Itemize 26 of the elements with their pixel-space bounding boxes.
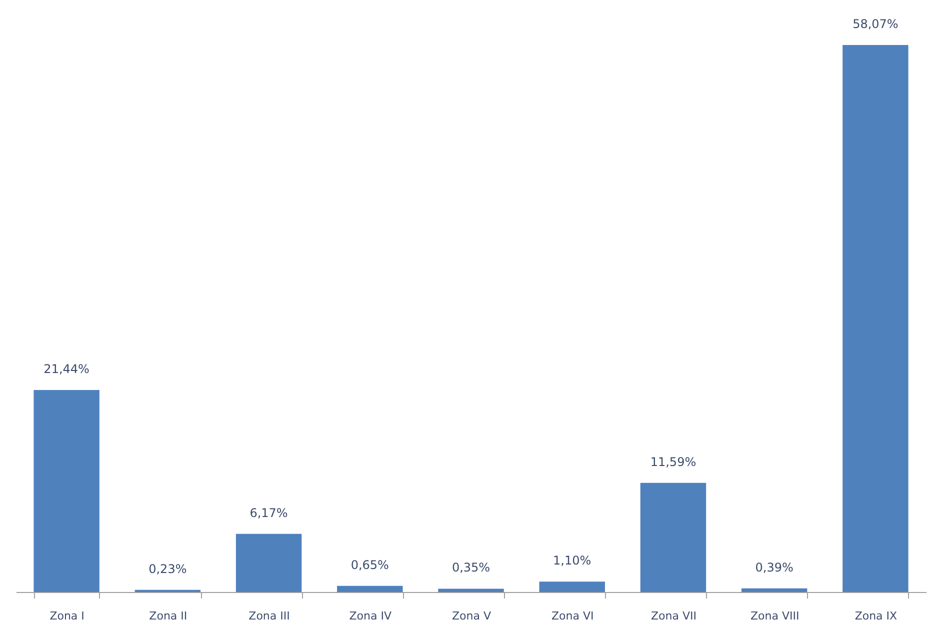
x-tick-label: Zona VII: [650, 610, 696, 622]
data-label: 0,39%: [755, 560, 794, 574]
bar: [539, 582, 605, 592]
x-tick-label: Zona IV: [349, 610, 392, 622]
data-label: 0,35%: [452, 560, 490, 575]
data-label: 0,23%: [148, 562, 187, 576]
bar: [741, 588, 808, 592]
x-tick-label: Zona V: [452, 610, 492, 622]
data-label: 1,10%: [553, 554, 592, 568]
bar: [236, 534, 302, 592]
bar: [438, 588, 504, 592]
bar: [842, 45, 908, 592]
data-label: 11,59%: [650, 454, 696, 469]
bar: [34, 390, 100, 592]
x-tick-label: Zona VIII: [750, 610, 800, 622]
x-tick-label: Zona IX: [854, 610, 898, 622]
x-tick-label: Zona III: [248, 610, 290, 622]
data-label: 21,44%: [44, 362, 90, 376]
data-label: 58,07%: [852, 17, 898, 31]
data-label: 0,65%: [350, 558, 389, 572]
data-label: 6,17%: [250, 506, 288, 520]
x-tick-label: Zona II: [149, 610, 188, 622]
x-tick-label: Zona I: [50, 610, 84, 622]
x-tick-label: Zona VI: [551, 610, 594, 622]
bar: [337, 586, 403, 592]
bar: [640, 482, 706, 592]
